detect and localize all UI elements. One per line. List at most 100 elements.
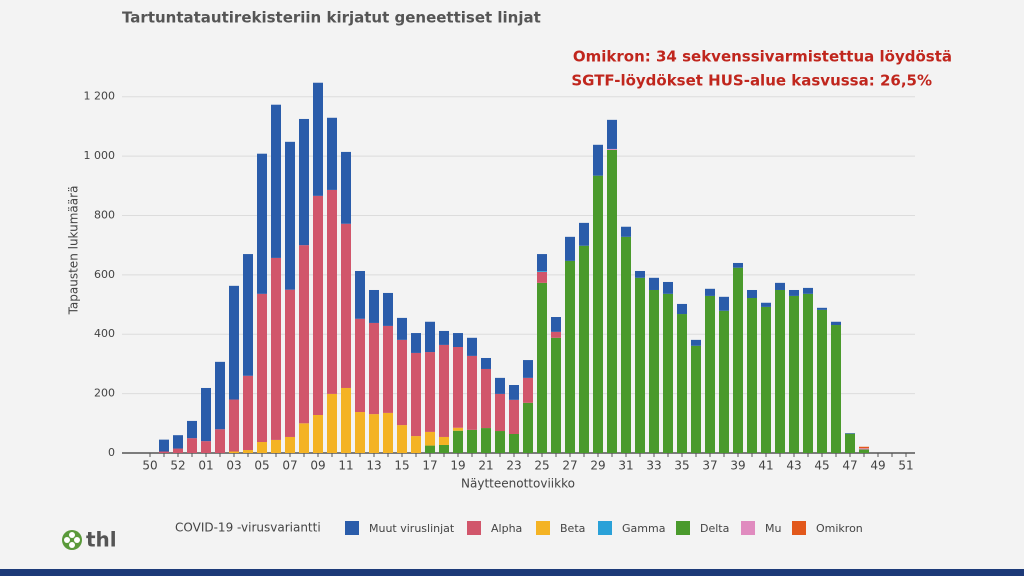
- logo-petal: [69, 532, 75, 538]
- legend-swatch: [598, 521, 612, 535]
- x-tick-label: 19: [450, 459, 465, 473]
- bar-segment: [565, 236, 575, 261]
- x-tick-label: 25: [534, 459, 549, 473]
- legend-swatch: [676, 521, 690, 535]
- legend-label: Mu: [765, 522, 781, 535]
- x-tick-label: 21: [478, 459, 493, 473]
- bar-segment: [341, 223, 351, 388]
- bar-segment: [327, 189, 337, 394]
- x-tick-label: 05: [254, 459, 269, 473]
- bar-segment: [271, 439, 281, 453]
- bar-segment: [775, 282, 785, 290]
- legend-label: Gamma: [622, 522, 665, 535]
- bar-segment: [859, 448, 869, 450]
- bar-segment: [453, 346, 463, 428]
- x-tick-label: 27: [562, 459, 577, 473]
- bar-segment: [383, 412, 393, 453]
- bar-segment: [607, 148, 617, 150]
- legend-swatch: [536, 521, 550, 535]
- bar-segment: [747, 289, 757, 299]
- bar-segment: [495, 431, 505, 453]
- y-tick-label: 800: [94, 208, 115, 221]
- bar-segment: [523, 402, 533, 453]
- x-tick-label: 09: [310, 459, 325, 473]
- y-tick-label: 1 200: [84, 90, 116, 103]
- bar-segment: [187, 420, 197, 439]
- x-tick-label: 39: [730, 459, 745, 473]
- bar-segment: [509, 385, 519, 400]
- x-tick-label: 17: [422, 459, 437, 473]
- x-tick-label: 51: [898, 459, 913, 473]
- x-tick-label: 07: [282, 459, 297, 473]
- y-tick-label: 400: [94, 327, 115, 340]
- bar-segment: [691, 345, 701, 453]
- bar-segment: [411, 333, 421, 353]
- bar-segment: [831, 321, 841, 326]
- bar-segment: [481, 368, 491, 429]
- bar-segment: [621, 226, 631, 237]
- bar-segment: [397, 317, 407, 340]
- bar-segment: [551, 337, 561, 453]
- bar-segment: [467, 355, 477, 430]
- bar-segment: [635, 270, 645, 278]
- bar-segment: [663, 293, 673, 453]
- x-axis-title: Näytteenottoviikko: [461, 477, 575, 491]
- bar-segment: [397, 425, 407, 453]
- bar-segment: [607, 119, 617, 149]
- bar-segment: [285, 436, 295, 453]
- bar-segment: [257, 153, 267, 294]
- logo-text: thl: [86, 528, 117, 552]
- bar-segment: [859, 446, 869, 449]
- bar-segment: [649, 289, 659, 453]
- x-tick-label: 31: [618, 459, 633, 473]
- bar-segment: [761, 306, 771, 453]
- x-tick-label: 50: [142, 459, 157, 473]
- y-tick-label: 1 000: [84, 149, 116, 162]
- x-tick-label: 49: [870, 459, 885, 473]
- x-tick-label: 45: [814, 459, 829, 473]
- bar-segment: [313, 195, 323, 415]
- bar-segment: [159, 439, 169, 452]
- bottom-strip: [0, 569, 1024, 576]
- bar-segment: [537, 271, 547, 283]
- legend-swatch: [741, 521, 755, 535]
- bar-segment: [789, 295, 799, 453]
- bar-segment: [537, 270, 547, 272]
- bar-segment: [341, 387, 351, 453]
- bar-segment: [551, 317, 561, 332]
- chart-title: Tartuntatautirekisteriin kirjatut geneet…: [122, 9, 541, 27]
- bar-segment: [327, 117, 337, 190]
- annotation: Omikron: 34 sekvenssivarmistettua löydös…: [573, 48, 952, 66]
- bar-segment: [243, 375, 253, 451]
- bar-segment: [593, 144, 603, 176]
- bar-segment: [551, 331, 561, 338]
- y-axis-title: Tapausten lukumäärä: [67, 186, 81, 316]
- bar-segment: [369, 322, 379, 415]
- x-tick-label: 43: [786, 459, 801, 473]
- x-tick-label: 41: [758, 459, 773, 473]
- bar-segment: [355, 270, 365, 319]
- bar-segment: [285, 289, 295, 437]
- bar-segment: [201, 387, 211, 442]
- bar-segment: [229, 451, 239, 453]
- bar-segment: [481, 428, 491, 453]
- legend-label: Alpha: [491, 522, 522, 535]
- bar-segment: [313, 82, 323, 196]
- bar-segment: [663, 281, 673, 294]
- x-tick-label: 35: [674, 459, 689, 473]
- bar-segment: [313, 414, 323, 453]
- bar-segment: [299, 245, 309, 424]
- bar-segment: [537, 254, 547, 271]
- x-tick-label: 23: [506, 459, 521, 473]
- logo-petal: [69, 542, 75, 548]
- x-tick-label: 11: [338, 459, 353, 473]
- bar-segment: [495, 393, 505, 432]
- bar-segment: [733, 267, 743, 453]
- bar-segment: [425, 431, 435, 446]
- bar-segment: [635, 277, 645, 453]
- bar-segment: [271, 257, 281, 440]
- legend-label: Beta: [560, 522, 585, 535]
- bar-segment: [397, 339, 407, 426]
